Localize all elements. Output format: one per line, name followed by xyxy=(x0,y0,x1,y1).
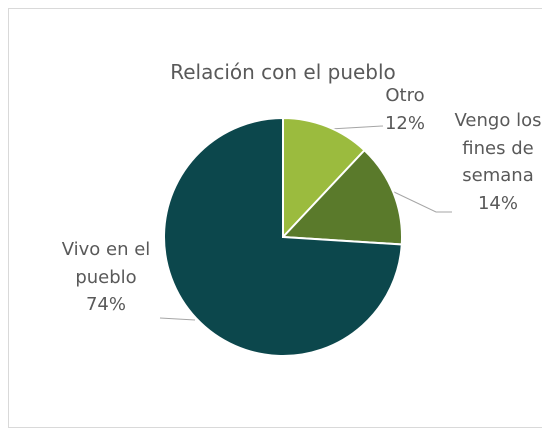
chart-title: Relación con el pueblo xyxy=(170,60,396,84)
pie-slice xyxy=(163,116,403,357)
data-label: Vivo en el pueblo 74% xyxy=(60,236,152,319)
label-name: Vivo en el pueblo xyxy=(61,239,151,288)
page: Relación con el pueblo Otro 12% Vengo lo… xyxy=(8,8,542,428)
chart xyxy=(159,116,452,357)
label-name: Otro xyxy=(385,85,425,106)
leader-line xyxy=(329,125,384,130)
label-value: 12% xyxy=(384,112,425,134)
data-label: Otro 12% xyxy=(360,82,450,137)
pie-slice xyxy=(280,148,403,246)
leader-line xyxy=(393,191,452,213)
label-value: 74% xyxy=(85,294,126,315)
label-name: Vengo los fines de semana xyxy=(454,110,542,186)
label-value: 14% xyxy=(477,192,518,214)
leader-line xyxy=(159,317,196,321)
pie-slice xyxy=(282,116,366,240)
data-label: Vengo los fines de semana 14% xyxy=(452,107,542,217)
